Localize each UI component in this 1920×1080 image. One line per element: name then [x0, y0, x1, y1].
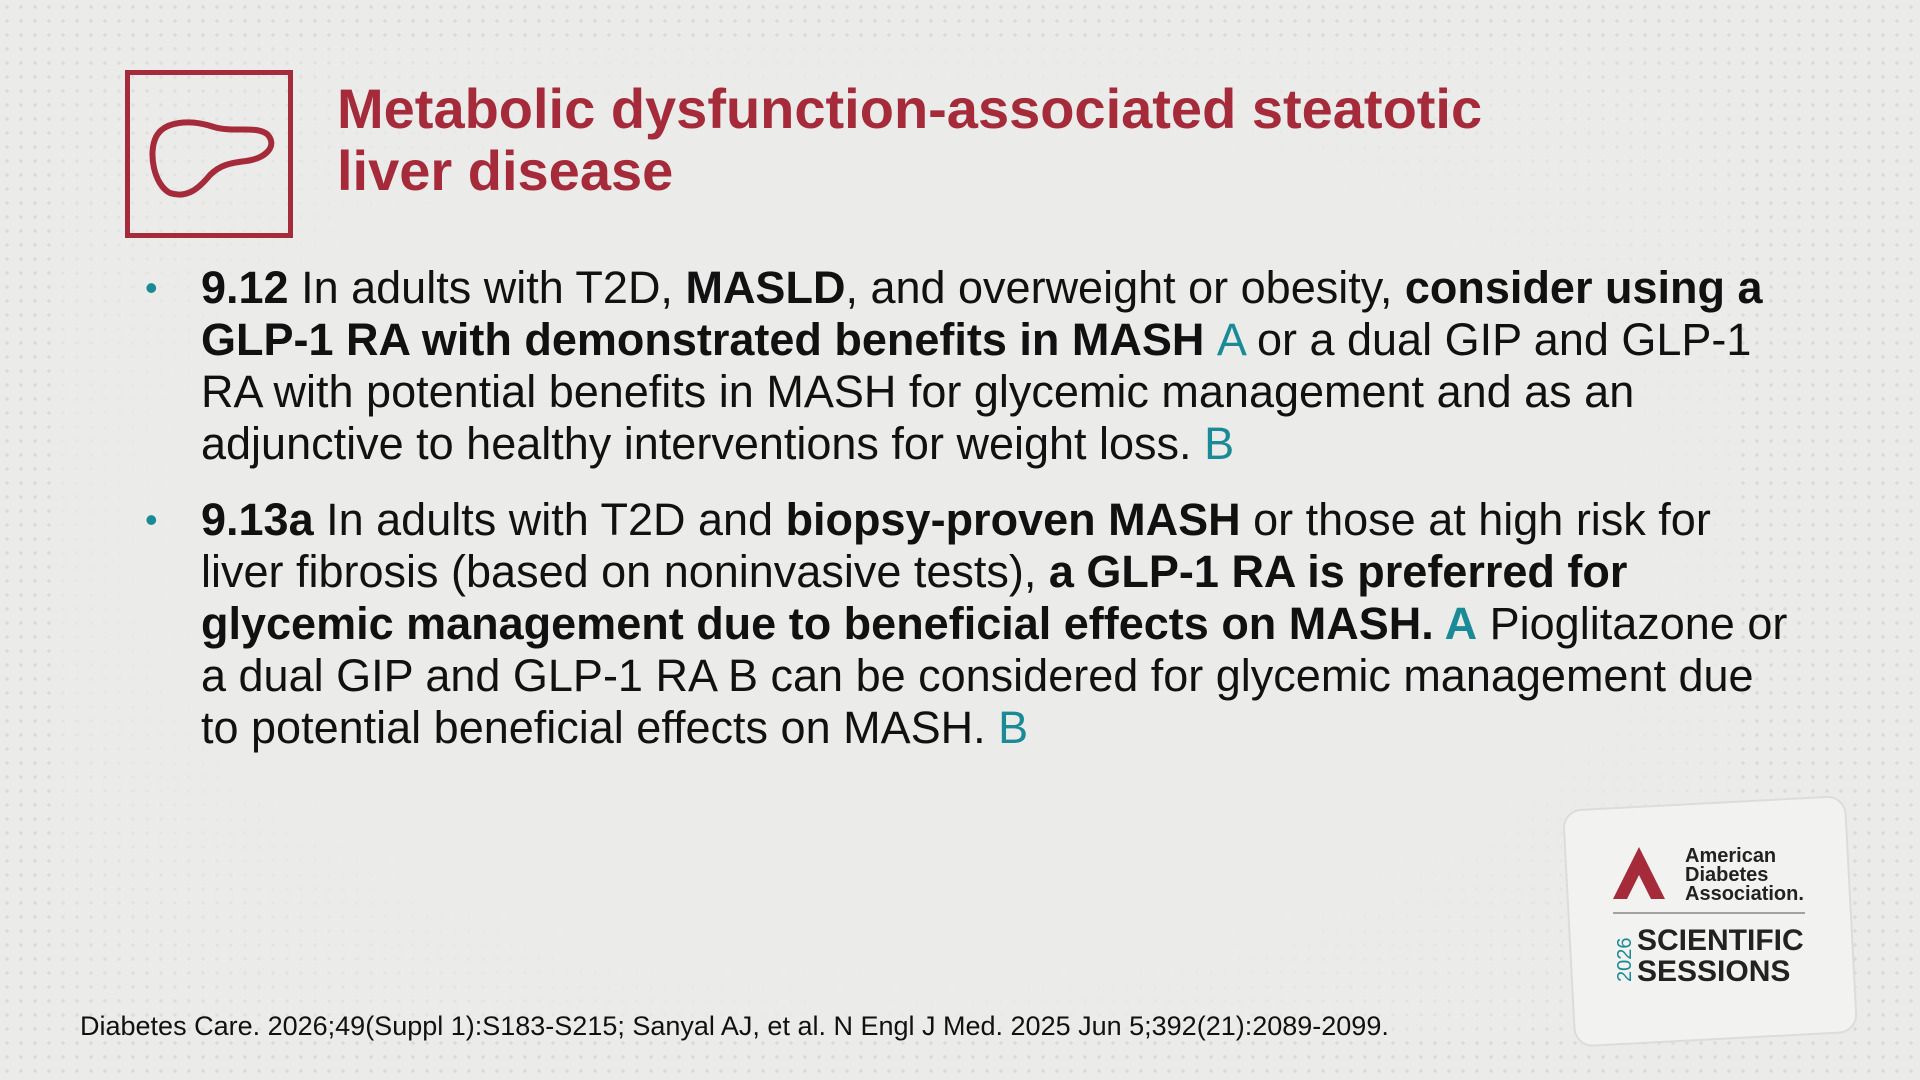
recommendations: 9.12 In adults with T2D, MASLD, and over…: [145, 262, 1801, 778]
text-segment: In adults with T2D and: [313, 494, 786, 545]
text-segment: 9.12: [201, 262, 289, 313]
liver-icon: [149, 119, 275, 198]
text-segment: 9.13a: [201, 494, 314, 545]
text-segment: , and overweight or obesity,: [845, 262, 1405, 313]
text-segment: B: [998, 702, 1029, 753]
logo-year: 2026: [1614, 938, 1636, 983]
logo-event: SCIENTIFIC: [1637, 924, 1804, 957]
title: Metabolic dysfunction-associated steatot…: [337, 78, 1482, 202]
logo-card: [1562, 795, 1858, 1047]
text-segment: B: [1204, 418, 1235, 469]
text-segment: A: [1444, 598, 1478, 649]
logo-org: Diabetes: [1685, 864, 1768, 886]
text-segment: biopsy-proven MASH: [785, 494, 1241, 545]
text-segment: Pioglitazone or a dual GIP and GLP-1 RA …: [201, 598, 1788, 753]
logo-org: American: [1685, 845, 1776, 867]
text-segment: MASLD: [685, 262, 846, 313]
text-segment: consider using a GLP-1 RA with demonstra…: [201, 262, 1763, 365]
recommendation: 9.13a In adults with T2D and biopsy-prov…: [145, 494, 1801, 754]
recommendation: 9.12 In adults with T2D, MASLD, and over…: [145, 262, 1801, 470]
logo-org: Association.: [1685, 883, 1804, 905]
text-segment: or a dual GIP and GLP-1 RA with potentia…: [201, 314, 1752, 469]
logo-triangle: [1613, 847, 1665, 899]
title-line: liver disease: [337, 139, 674, 202]
text-segment: or those at high risk for liver fibrosis…: [201, 494, 1711, 597]
text-segment: a GLP-1 RA is preferred for glycemic man…: [201, 546, 1628, 649]
footnote: Diabetes Care. 2026;49(Suppl 1):S183-S21…: [80, 1011, 1389, 1041]
title-line: Metabolic dysfunction-associated steatot…: [337, 77, 1483, 140]
liver-icon-box: [125, 70, 293, 238]
logo-event: SESSIONS: [1637, 955, 1790, 988]
ada-logo: American Diabetes Association. 2026 SCIE…: [1562, 795, 1858, 1047]
text-segment: In adults with T2D,: [288, 262, 686, 313]
text-segment: A: [1216, 314, 1245, 365]
